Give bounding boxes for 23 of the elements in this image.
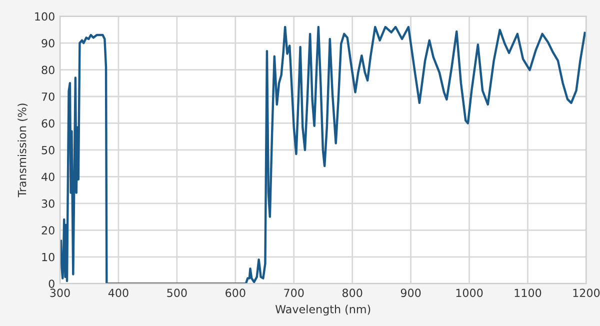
y-tick-label: 10 xyxy=(42,252,54,262)
x-tick-label: 1100 xyxy=(514,288,542,298)
x-tick-label: 900 xyxy=(400,288,421,298)
y-tick-label: 80 xyxy=(42,66,54,74)
x-tick-label: 1200 xyxy=(573,288,600,298)
x-tick-label: 800 xyxy=(342,288,362,298)
y-tick-label: 50 xyxy=(42,146,54,154)
y-tick-label: 60 xyxy=(42,119,54,128)
y-tick-label: 20 xyxy=(42,226,54,235)
x-tick-label: 700 xyxy=(284,288,304,298)
x-tick-label: 300 xyxy=(50,288,70,298)
y-tick-label: 70 xyxy=(42,92,54,101)
y-tick-label: 30 xyxy=(42,199,54,208)
x-axis-title: Wavelength (nm) xyxy=(275,304,370,316)
x-tick-label: 500 xyxy=(167,288,187,298)
y-tick-label: 40 xyxy=(42,172,54,182)
y-tick-label: 90 xyxy=(42,39,54,48)
x-tick-label: 1000 xyxy=(456,288,483,298)
x-tick-label: 400 xyxy=(108,288,128,298)
y-tick-label: 100 xyxy=(35,12,54,21)
y-tick-label: 0 xyxy=(48,280,54,288)
x-tick-label: 600 xyxy=(226,288,246,298)
y-axis-title: Transmission (%) xyxy=(18,104,28,198)
